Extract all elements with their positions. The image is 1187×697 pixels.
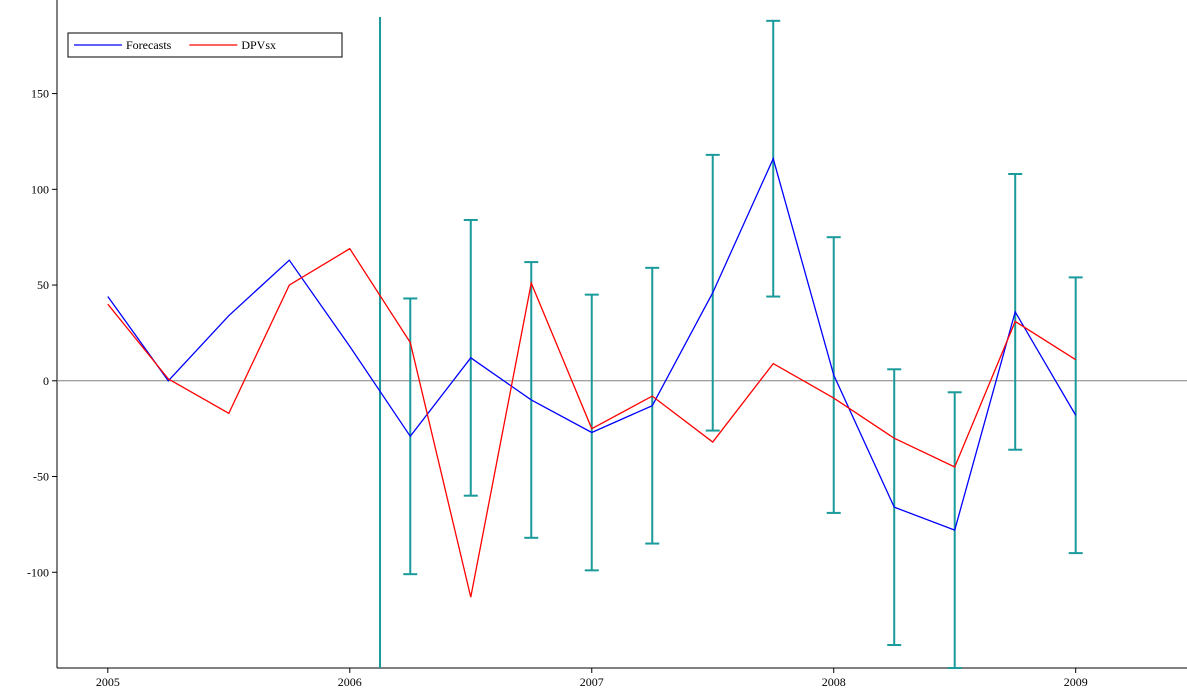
y-tick-label: 50	[37, 278, 49, 292]
x-tick-label: 2005	[96, 675, 120, 689]
series-line	[107, 247, 1077, 598]
x-tick-label: 2007	[580, 675, 604, 689]
x-tick-label: 2008	[822, 675, 846, 689]
legend-label: Forecasts	[126, 38, 172, 52]
x-tick-label: 2009	[1064, 675, 1088, 689]
error-bar	[1068, 276, 1083, 555]
y-tick-label: 100	[31, 182, 49, 196]
y-tick-label: -100	[27, 565, 49, 579]
series-line	[107, 156, 1077, 532]
y-tick-label: 150	[31, 87, 49, 101]
x-tick-label: 2006	[338, 675, 362, 689]
legend: Forecasts DPVsx	[67, 32, 343, 58]
y-tick-label: 0	[43, 374, 49, 388]
y-tick-label: -50	[33, 470, 49, 484]
legend-label: DPVsx	[241, 38, 276, 52]
